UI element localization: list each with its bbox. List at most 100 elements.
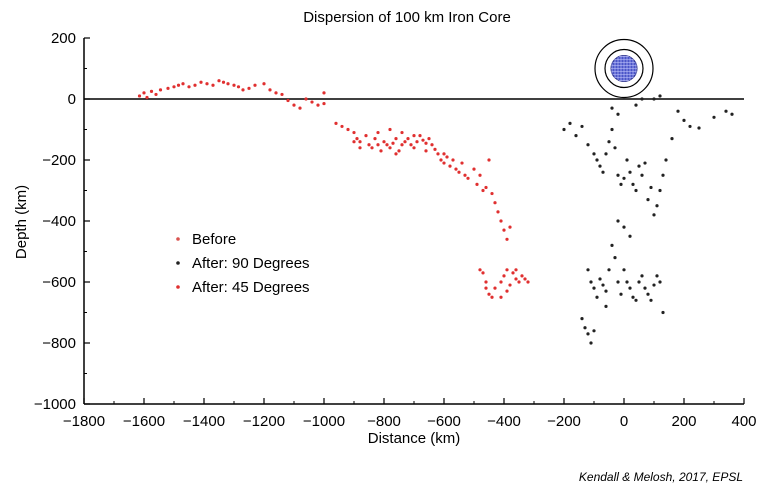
data-point bbox=[412, 134, 416, 138]
data-point bbox=[604, 304, 608, 308]
data-point bbox=[451, 158, 455, 162]
data-point bbox=[352, 140, 356, 144]
data-point bbox=[625, 280, 629, 284]
data-point bbox=[730, 112, 734, 116]
data-point bbox=[676, 109, 680, 113]
data-point bbox=[724, 109, 728, 113]
data-point bbox=[520, 274, 524, 278]
data-point bbox=[649, 185, 653, 190]
data-point bbox=[490, 295, 494, 299]
data-point bbox=[145, 95, 149, 100]
data-point bbox=[187, 85, 191, 89]
data-point bbox=[226, 82, 230, 86]
data-point bbox=[280, 92, 284, 97]
data-point bbox=[526, 280, 530, 284]
data-point bbox=[613, 256, 617, 260]
data-point bbox=[205, 82, 209, 86]
data-point bbox=[502, 228, 506, 232]
data-point bbox=[370, 146, 374, 150]
data-point bbox=[622, 176, 626, 180]
data-point bbox=[322, 101, 326, 106]
data-point bbox=[412, 146, 416, 150]
data-point bbox=[166, 86, 170, 90]
data-point bbox=[664, 158, 668, 162]
data-point bbox=[586, 332, 590, 336]
legend-marker bbox=[176, 285, 180, 289]
data-point bbox=[376, 130, 380, 135]
data-point bbox=[496, 210, 500, 214]
data-point bbox=[211, 83, 215, 87]
data-point bbox=[385, 143, 389, 147]
data-point bbox=[340, 124, 344, 129]
data-point bbox=[403, 140, 407, 144]
data-point bbox=[481, 271, 485, 275]
data-point bbox=[628, 234, 632, 238]
data-point bbox=[634, 298, 638, 302]
data-point bbox=[652, 213, 656, 217]
data-point bbox=[601, 170, 605, 174]
data-point bbox=[400, 143, 404, 147]
legend-label: Before bbox=[192, 231, 236, 248]
data-point bbox=[406, 137, 410, 141]
data-point bbox=[472, 167, 476, 171]
data-point bbox=[493, 286, 497, 290]
data-point bbox=[367, 143, 371, 147]
data-point bbox=[394, 152, 398, 156]
data-point bbox=[508, 225, 512, 229]
data-point bbox=[634, 188, 638, 193]
data-point bbox=[442, 161, 446, 165]
data-point bbox=[286, 98, 290, 103]
data-point bbox=[580, 124, 584, 129]
data-point bbox=[661, 173, 665, 177]
data-point bbox=[511, 271, 515, 275]
data-point bbox=[400, 130, 404, 135]
data-point bbox=[613, 146, 617, 150]
data-point bbox=[505, 237, 509, 241]
data-point bbox=[460, 161, 464, 165]
data-point bbox=[628, 170, 632, 174]
data-point bbox=[373, 137, 377, 141]
data-point bbox=[352, 130, 356, 135]
data-point bbox=[247, 86, 251, 90]
data-point bbox=[583, 326, 587, 330]
data-point bbox=[193, 83, 197, 87]
data-point bbox=[697, 126, 701, 130]
data-point bbox=[586, 268, 590, 272]
data-point bbox=[253, 83, 257, 87]
data-point bbox=[481, 188, 485, 193]
data-point bbox=[604, 289, 608, 293]
data-point bbox=[493, 201, 497, 205]
data-point bbox=[712, 115, 716, 119]
data-point bbox=[268, 88, 272, 92]
data-point bbox=[619, 182, 623, 186]
data-point bbox=[589, 341, 593, 345]
x-tick-label: −1400 bbox=[183, 413, 225, 430]
x-tick-label: 400 bbox=[731, 413, 756, 430]
data-point bbox=[158, 88, 163, 92]
y-tick-label: −1000 bbox=[34, 396, 76, 413]
data-point bbox=[457, 170, 461, 174]
data-point bbox=[616, 112, 620, 116]
y-tick-label: −600 bbox=[42, 274, 76, 291]
data-point bbox=[154, 92, 158, 97]
data-point bbox=[499, 280, 503, 284]
data-point bbox=[427, 137, 431, 141]
data-point bbox=[595, 158, 599, 162]
data-point bbox=[409, 143, 413, 147]
data-point bbox=[499, 219, 503, 223]
data-point bbox=[640, 97, 644, 101]
data-point bbox=[484, 286, 488, 290]
data-point bbox=[382, 140, 386, 144]
plot-area: −1800 −1600 −1400 −1200 −1000 −800 −600 −400 −20… bbox=[34, 30, 757, 430]
y-tick-label: 0 bbox=[68, 91, 76, 108]
data-point bbox=[601, 283, 605, 287]
x-tick-label: −800 bbox=[367, 413, 401, 430]
data-point bbox=[463, 173, 467, 177]
data-point bbox=[376, 143, 380, 147]
data-point bbox=[655, 274, 659, 278]
data-point bbox=[391, 141, 395, 145]
data-point bbox=[358, 140, 362, 144]
data-point bbox=[688, 124, 692, 129]
data-point bbox=[607, 140, 611, 144]
